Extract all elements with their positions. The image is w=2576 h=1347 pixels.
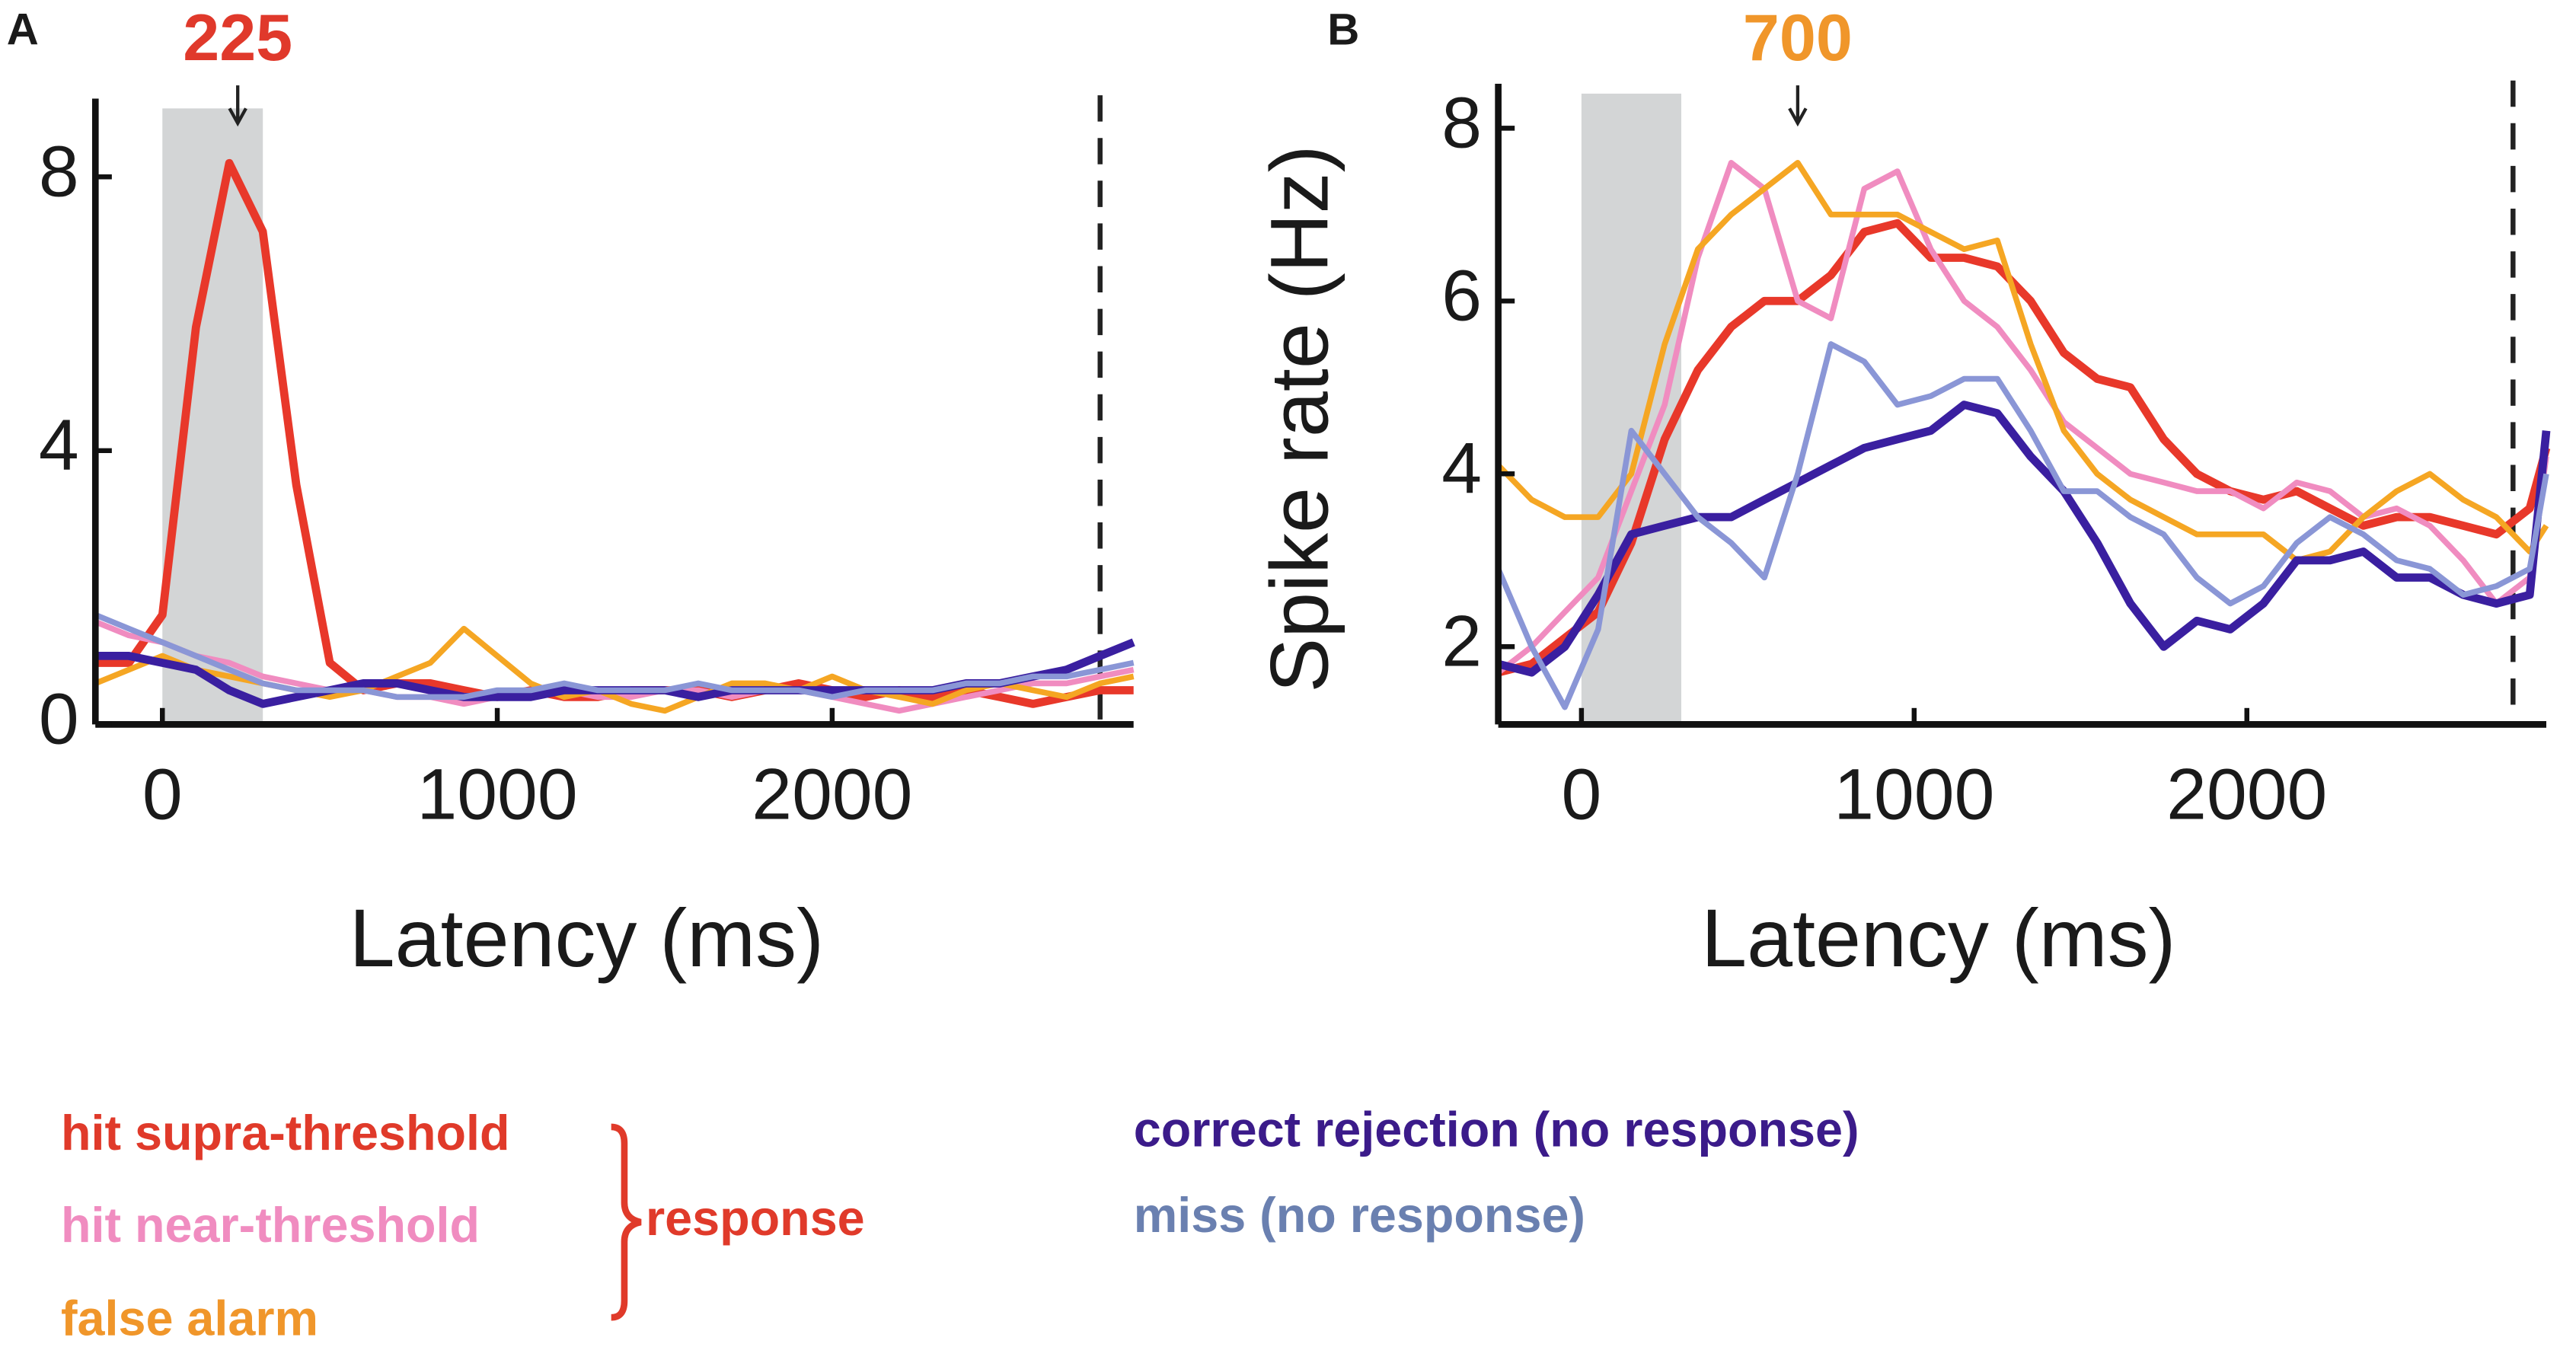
- y-tick-label: 8: [1441, 82, 1482, 163]
- series-line: [1495, 160, 2549, 563]
- x-tick-label: 2000: [752, 755, 912, 835]
- series-line: [1496, 160, 2549, 675]
- y-tick-label: 2: [1441, 601, 1482, 681]
- x-tick-label: 0: [142, 755, 183, 835]
- y-tick-label: 0: [39, 678, 79, 759]
- peak-arrow: [1788, 85, 1808, 127]
- stimulus-shade: [162, 108, 263, 725]
- y-tick-label: 6: [1441, 255, 1482, 336]
- panel-label: B: [1327, 5, 1359, 55]
- x-tick-label: 1000: [417, 755, 577, 835]
- series-line: [1497, 401, 2551, 677]
- y-tick-label: 4: [39, 405, 79, 486]
- x-axis-label: Latency (ms): [350, 892, 824, 984]
- legend-entry: correct rejection (no response): [1134, 1102, 1859, 1157]
- x-tick-label: 2000: [2166, 755, 2327, 835]
- y-tick-label: 4: [1441, 428, 1482, 509]
- y-axis-label: Spike rate (Hz): [1253, 145, 1345, 692]
- legend-entry: hit supra-threshold: [61, 1105, 510, 1160]
- series-line: [1495, 341, 2549, 710]
- series-line: [1497, 219, 2551, 677]
- panel-label: A: [7, 5, 39, 55]
- legend-entry: false alarm: [61, 1291, 318, 1346]
- peak-annotation: 225: [183, 2, 292, 75]
- peak-annotation: 700: [1743, 2, 1853, 75]
- y-tick-label: 8: [39, 131, 79, 212]
- x-tick-label: 0: [1561, 755, 1601, 835]
- legend-entry: hit near-threshold: [61, 1197, 480, 1253]
- legend-group-label: response: [646, 1190, 865, 1246]
- legend-entry: miss (no response): [1134, 1187, 1585, 1243]
- series-line: [94, 611, 1135, 701]
- x-tick-label: 1000: [1834, 755, 1994, 835]
- peak-arrow: [228, 85, 247, 127]
- legend-brace: [611, 1123, 642, 1321]
- x-axis-label: Latency (ms): [1701, 892, 2175, 984]
